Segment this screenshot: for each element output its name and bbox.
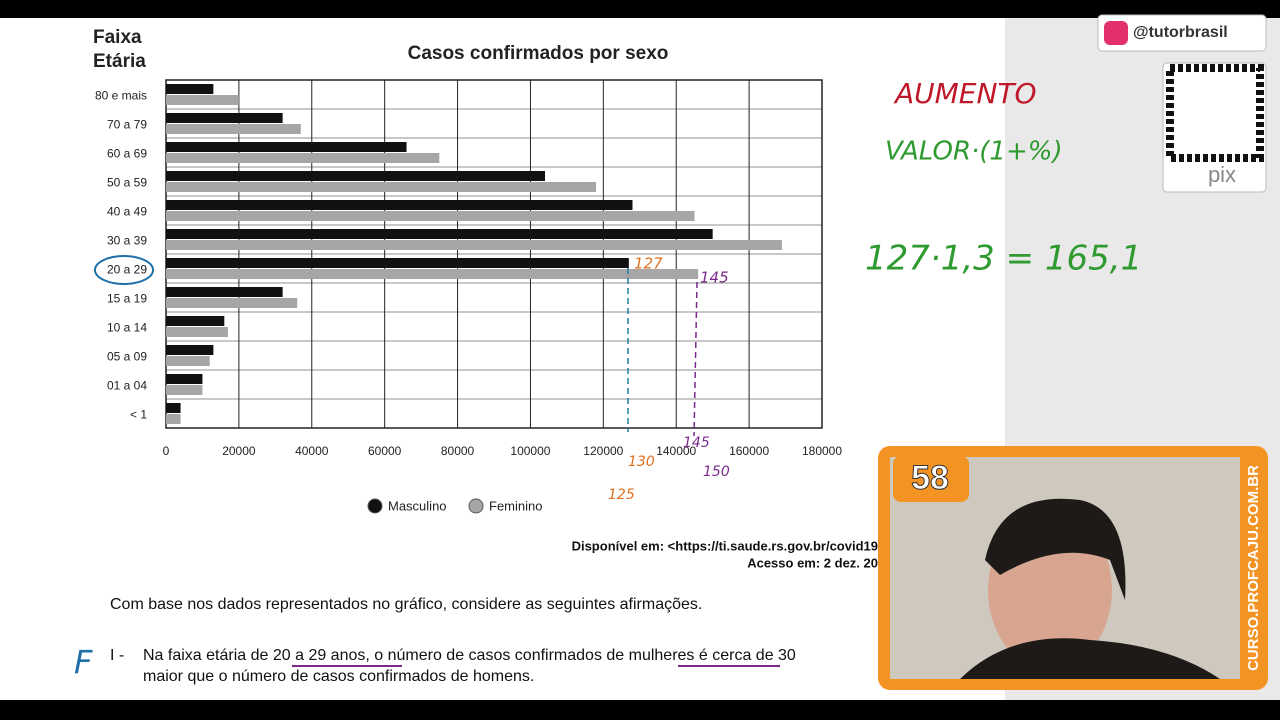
y-tick-label: 20 a 29	[107, 263, 147, 277]
y-tick-label: 40 a 49	[107, 205, 147, 219]
bar	[166, 84, 214, 94]
x-tick-label: 120000	[583, 444, 623, 458]
y-tick-label: 70 a 79	[107, 118, 147, 132]
bar	[166, 113, 283, 123]
plot: 0 20000 40000 60000 80000 100000 120000 140000 1…	[95, 79, 842, 514]
bar	[166, 240, 782, 250]
y-tick-label: 10 a 14	[107, 321, 147, 335]
y-tick-label: 30 a 39	[107, 234, 147, 248]
handwriting: 150	[703, 464, 730, 480]
bar	[166, 316, 225, 326]
y-tick-label: < 1	[130, 408, 147, 422]
person-hair	[985, 498, 1126, 600]
handwriting: 130	[628, 454, 655, 470]
y-tick-label: 01 a 04	[107, 379, 147, 393]
guide	[693, 281, 698, 437]
x-tick-label: 60000	[368, 444, 402, 458]
item-text: Na faixa etária de 20 a 29 anos, o númer…	[143, 647, 796, 664]
chart-title: Casos confirmados por sexo	[408, 43, 669, 64]
site: CURSO.PROFCAJU.COM.BR	[1245, 465, 1262, 671]
x-tick-label: 0	[163, 444, 170, 458]
source: Disponível em: <https://ti.saude.rs.gov.…	[572, 538, 878, 553]
x-tick-label: 180000	[802, 444, 842, 458]
x-tick-label: 80000	[441, 444, 475, 458]
y-label: Faixa	[93, 27, 142, 48]
person-shirt	[960, 638, 1220, 679]
bar	[166, 345, 214, 355]
qr-code	[1166, 64, 1264, 162]
bar	[166, 385, 203, 395]
y-tick-label: 50 a 59	[107, 176, 147, 190]
handwriting: 145	[700, 269, 729, 287]
bar	[166, 229, 713, 239]
legend-label: Masculino	[388, 498, 447, 513]
bar	[166, 182, 597, 192]
y-tick-label: 80 e mais	[95, 89, 147, 103]
x-tick-label: 20000	[222, 444, 256, 458]
handwriting: F	[74, 643, 93, 681]
bar	[166, 124, 301, 134]
instagram-icon	[1104, 21, 1128, 45]
bar	[166, 258, 629, 268]
handwriting: 125	[608, 487, 635, 503]
bar	[166, 142, 407, 152]
number-badge	[893, 456, 969, 502]
source: Acesso em: 2 dez. 20	[747, 555, 878, 570]
legend-swatch	[468, 498, 484, 514]
legend-label: Feminino	[489, 498, 542, 513]
x-tick-label: 160000	[729, 444, 769, 458]
bar	[166, 95, 239, 105]
bar	[166, 327, 228, 337]
question-intro: Com base nos dados representados no gráf…	[110, 596, 702, 613]
video-number: 58	[911, 459, 949, 497]
bar	[166, 211, 695, 221]
bar	[166, 171, 546, 181]
pix-label: pix	[1208, 162, 1236, 187]
x-tick-label: 100000	[510, 444, 550, 458]
bar	[166, 200, 633, 210]
bar	[166, 374, 203, 384]
item-number: I -	[110, 647, 124, 664]
bar	[166, 287, 283, 297]
item-text: maior que o número de casos confirmados …	[143, 668, 534, 685]
handwriting: 127·1,3 = 165,1	[865, 239, 1142, 279]
x-tick-label: 140000	[656, 444, 696, 458]
y-tick-label: 60 a 69	[107, 147, 147, 161]
bar	[166, 414, 181, 424]
social-badge	[1097, 14, 1267, 52]
bar	[166, 153, 440, 163]
handwriting: VALOR·(1+%)	[885, 137, 1063, 167]
y-tick-label: 15 a 19	[107, 292, 147, 306]
bar	[166, 356, 210, 366]
legend-swatch	[367, 498, 383, 514]
y-tick-label: 05 a 09	[107, 350, 147, 364]
y-label: Etária	[93, 51, 146, 72]
handwriting: AUMENTO	[893, 77, 1037, 110]
circle-mark	[94, 255, 154, 285]
handwriting: 127	[634, 255, 663, 273]
handle: @tutorbrasil	[1133, 24, 1228, 41]
x-tick-label: 40000	[295, 444, 329, 458]
bar	[166, 269, 699, 279]
handwriting: 145	[683, 435, 710, 451]
bar	[166, 403, 181, 413]
bar	[166, 298, 298, 308]
